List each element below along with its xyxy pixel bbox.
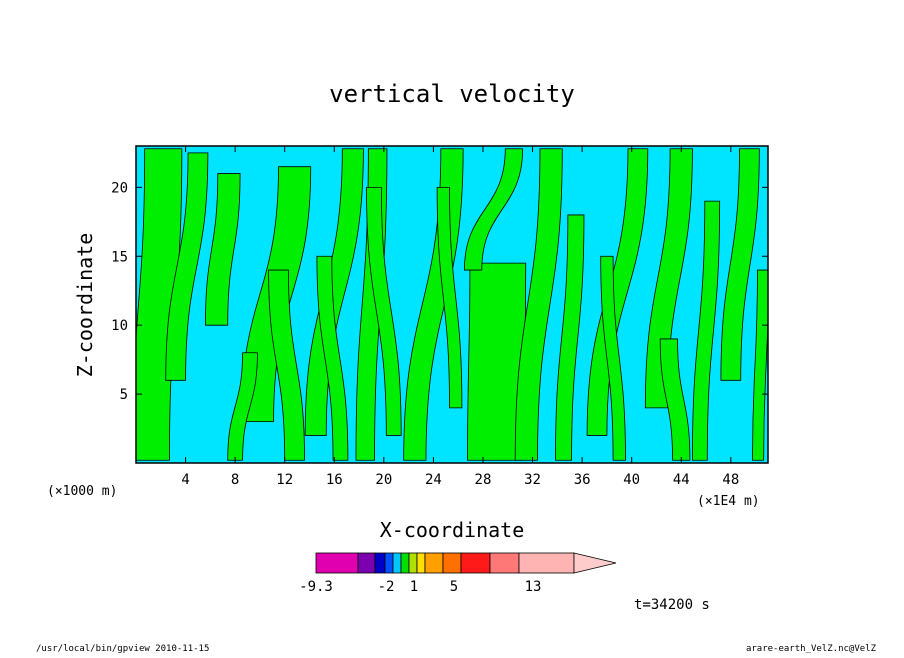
colorbar-swatch xyxy=(442,552,462,574)
footer-right: arare-earth_VelZ.nc@VelZ xyxy=(746,644,877,654)
chart-title: vertical velocity xyxy=(329,80,575,108)
y-axis: 5 10 15 20 xyxy=(111,180,768,403)
contour-band-10 xyxy=(436,186,463,409)
contour-band-22 xyxy=(659,338,691,461)
colorbar-swatch xyxy=(392,552,402,574)
colorbar-swatch xyxy=(384,552,394,574)
x-tick-label: 24 xyxy=(425,472,442,488)
contour-band-20 xyxy=(463,148,524,271)
x-axis-label: X-coordinate xyxy=(380,518,525,542)
x-tick-label: 20 xyxy=(375,472,392,488)
x-tick-label: 12 xyxy=(276,472,293,488)
x-tick-label: 44 xyxy=(673,472,690,488)
colorbar-swatch xyxy=(400,552,410,574)
contour-band-12 xyxy=(514,148,563,461)
x-tick-label: 36 xyxy=(574,472,591,488)
x-tick-label: 40 xyxy=(623,472,640,488)
colorbar: -9.3 -2 1 5 13 xyxy=(299,552,617,595)
x-scale-note: (×1E4 m) xyxy=(697,494,760,509)
colorbar-tick-label: 13 xyxy=(525,579,542,595)
colorbar-swatch xyxy=(518,552,575,574)
x-tick-label: 28 xyxy=(475,472,492,488)
contour-band-2 xyxy=(204,173,241,326)
x-tick-label: 48 xyxy=(722,472,739,488)
x-tick-label: 4 xyxy=(181,472,189,488)
plot-frame xyxy=(135,145,769,464)
colorbar-swatch xyxy=(357,552,376,574)
time-label: t=34200 s xyxy=(634,597,710,613)
colorbar-swatch xyxy=(460,552,491,574)
y-axis-label: Z-coordinate xyxy=(73,233,97,378)
contour-band-13 xyxy=(555,214,585,461)
colorbar-swatch xyxy=(374,552,386,574)
colorbar-tick-label: -2 xyxy=(378,579,395,595)
colorbar-tick-label: -9.3 xyxy=(299,579,333,595)
colorbar-tick-label: 1 xyxy=(410,579,418,595)
contour-band-16 xyxy=(644,148,693,409)
y-tick-label: 10 xyxy=(111,318,128,334)
contour-band-18 xyxy=(720,148,760,381)
colorbar-swatch xyxy=(315,552,359,574)
colorbar-swatch xyxy=(489,552,520,574)
colorbar-tick-label: 5 xyxy=(450,579,458,595)
colorbar-swatch xyxy=(424,552,444,574)
contour-band-8 xyxy=(366,186,402,436)
colorbar-swatch xyxy=(408,552,418,574)
y-tick-label: 5 xyxy=(120,387,128,403)
x-axis: 4 8 12 16 20 24 28 32 36 40 44 48 xyxy=(181,146,739,488)
colorbar-swatch xyxy=(416,552,426,574)
plot-area xyxy=(136,146,768,463)
y-tick-label: 20 xyxy=(111,180,128,196)
contour-bands xyxy=(136,148,768,461)
x-tick-label: 32 xyxy=(524,472,541,488)
contour-band-19 xyxy=(752,269,768,461)
y-tick-label: 15 xyxy=(111,249,128,265)
contour-band-21 xyxy=(227,352,258,461)
contour-band-1 xyxy=(165,152,209,381)
contour-band-6 xyxy=(316,255,349,461)
contour-band-15 xyxy=(600,255,626,461)
colorbar-extend-arrow xyxy=(573,552,617,574)
x-axis-unit: (×1000 m) xyxy=(47,484,117,499)
contour-band-17 xyxy=(692,200,721,461)
footer-left: /usr/local/bin/gpview 2010-11-15 xyxy=(36,644,209,654)
contour-band-4 xyxy=(268,269,305,461)
x-tick-label: 8 xyxy=(231,472,239,488)
x-tick-label: 16 xyxy=(326,472,343,488)
